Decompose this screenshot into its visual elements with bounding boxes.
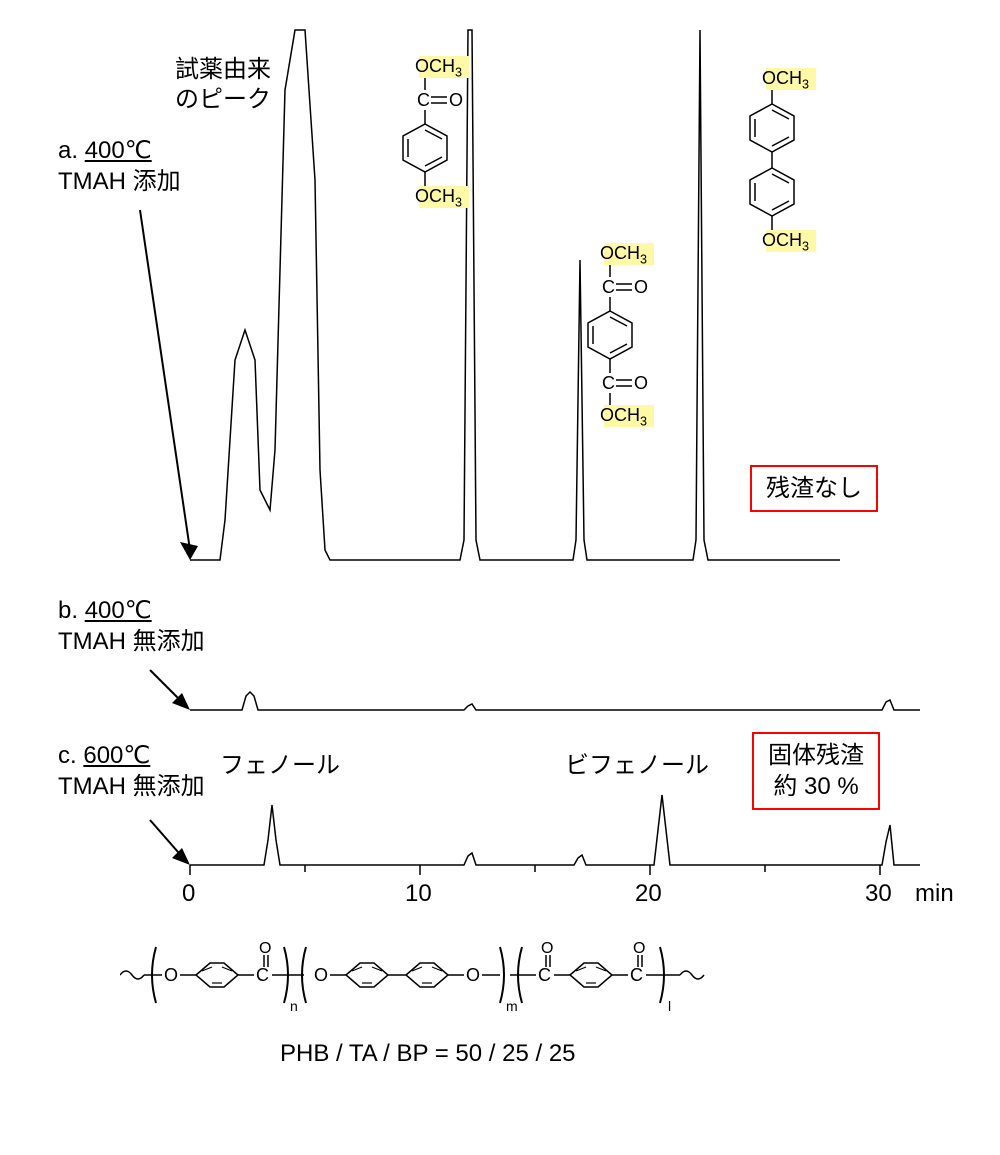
svg-text:O: O [314, 965, 328, 985]
x-axis [20, 20, 980, 900]
svg-text:O: O [633, 940, 645, 957]
chart-area: a. 400℃ TMAH 添加 試薬由来のピーク OCH3 C O OCH3 O… [20, 20, 980, 1135]
svg-text:O: O [164, 965, 178, 985]
tick-20: 20 [635, 880, 662, 908]
polymer-formula: PHB / TA / BP = 50 / 25 / 25 [280, 1040, 576, 1068]
tick-30: 30 [865, 880, 892, 908]
tick-10: 10 [405, 880, 432, 908]
tick-0: 0 [182, 880, 195, 908]
svg-text:O: O [259, 940, 271, 957]
svg-text:C: C [538, 965, 551, 985]
svg-text:l: l [668, 998, 671, 1014]
svg-text:n: n [290, 998, 298, 1014]
svg-text:O: O [541, 940, 553, 957]
svg-text:m: m [506, 998, 518, 1014]
svg-text:C: C [630, 965, 643, 985]
polymer-structure-drawing: O C O n O O m C O C O l [120, 935, 900, 1025]
svg-text:O: O [466, 965, 480, 985]
svg-text:C: C [256, 965, 269, 985]
axis-unit: min [915, 880, 954, 908]
